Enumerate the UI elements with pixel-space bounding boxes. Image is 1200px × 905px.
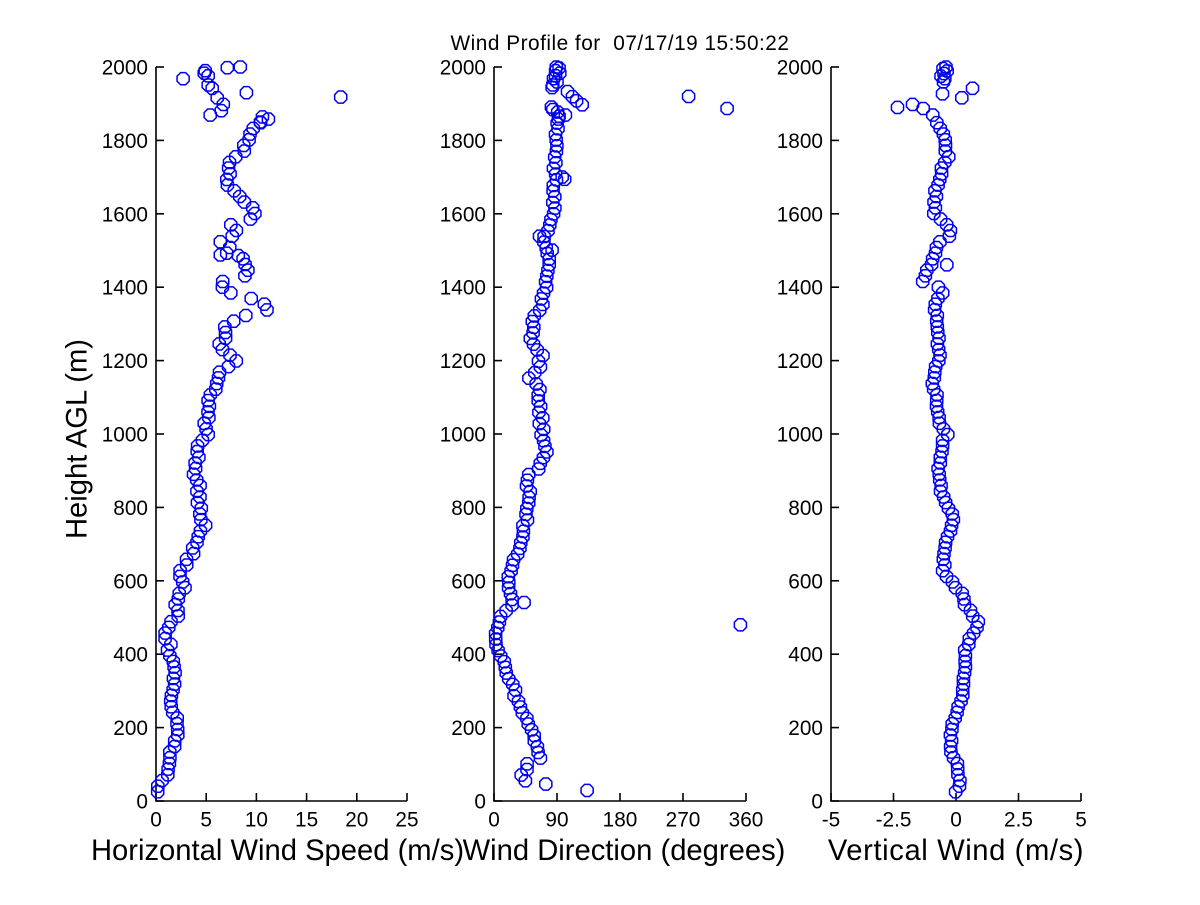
svg-text:2000: 2000 [440,57,486,80]
svg-text:200: 200 [788,717,823,740]
svg-text:1400: 1400 [102,277,148,300]
svg-text:200: 200 [113,717,148,740]
svg-text:-2.5: -2.5 [876,809,912,832]
svg-text:1200: 1200 [777,350,823,373]
svg-text:400: 400 [113,644,148,667]
svg-text:600: 600 [113,570,148,593]
svg-text:800: 800 [788,497,823,520]
svg-text:180: 180 [603,809,638,832]
svg-text:Horizontal Wind Speed (m/s): Horizontal Wind Speed (m/s) [91,835,464,867]
svg-text:0: 0 [474,791,486,814]
svg-text:2000: 2000 [102,57,148,80]
svg-text:Wind Direction (degrees): Wind Direction (degrees) [463,835,786,867]
svg-text:10: 10 [245,809,268,832]
svg-text:200: 200 [451,717,486,740]
svg-text:600: 600 [451,570,486,593]
svg-text:1600: 1600 [777,203,823,226]
svg-text:0: 0 [150,809,162,832]
svg-text:1000: 1000 [102,424,148,447]
svg-text:800: 800 [113,497,148,520]
svg-text:360: 360 [729,809,764,832]
svg-text:15: 15 [295,809,318,832]
svg-text:5: 5 [200,809,212,832]
svg-text:1600: 1600 [440,203,486,226]
svg-text:400: 400 [788,644,823,667]
svg-text:2000: 2000 [777,57,823,80]
svg-text:1000: 1000 [777,424,823,447]
svg-text:270: 270 [666,809,701,832]
svg-text:1000: 1000 [440,424,486,447]
svg-text:0: 0 [950,809,962,832]
svg-text:2.5: 2.5 [1004,809,1033,832]
svg-text:1800: 1800 [102,130,148,153]
svg-text:1800: 1800 [440,130,486,153]
svg-text:1200: 1200 [440,350,486,373]
svg-text:Height AGL (m): Height AGL (m) [62,339,94,539]
svg-text:5: 5 [1075,809,1087,832]
svg-text:-5: -5 [822,809,841,832]
svg-text:1600: 1600 [102,203,148,226]
svg-text:800: 800 [451,497,486,520]
svg-text:1800: 1800 [777,130,823,153]
svg-text:400: 400 [451,644,486,667]
svg-text:0: 0 [488,809,500,832]
svg-text:1400: 1400 [440,277,486,300]
svg-text:Vertical Wind (m/s): Vertical Wind (m/s) [828,835,1084,867]
svg-text:600: 600 [788,570,823,593]
svg-text:1200: 1200 [102,350,148,373]
svg-text:90: 90 [545,809,568,832]
svg-text:0: 0 [136,791,148,814]
svg-text:0: 0 [811,791,823,814]
svg-text:20: 20 [345,809,368,832]
svg-text:1400: 1400 [777,277,823,300]
svg-text:Wind Profile for 07/17/19 15:: Wind Profile for 07/17/19 15:50:22 [451,32,790,55]
svg-text:25: 25 [395,809,418,832]
